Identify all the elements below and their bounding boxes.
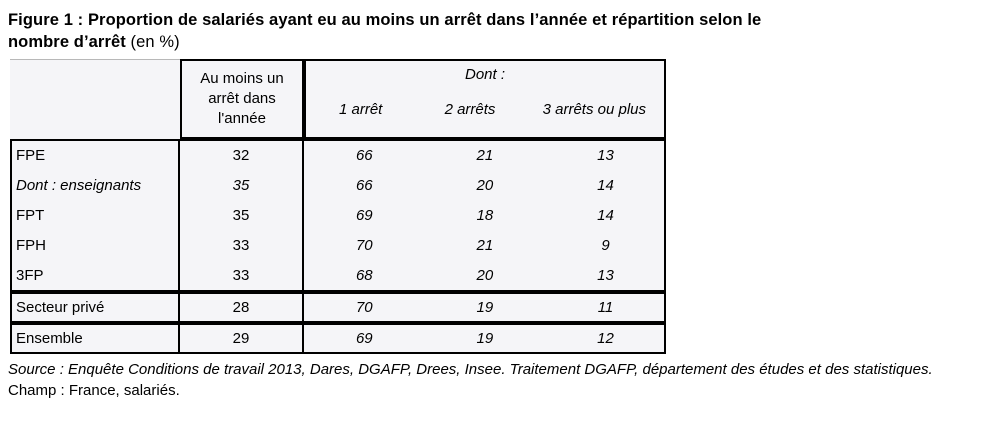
row-label: FPH [12, 230, 180, 261]
table-row-secteur-prive-block: Secteur privé 28 70 19 11 [10, 291, 666, 323]
value-1-arret: 70 [355, 236, 373, 254]
value-au-moins: 33 [180, 230, 304, 261]
row-label: FPT [12, 200, 180, 231]
value-1-arret: 66 [355, 147, 373, 165]
source-note: Source : Enquête Conditions de travail 2… [8, 360, 933, 378]
figure-title: Figure 1 : Proportion de salariés ayant … [8, 9, 998, 53]
header-au-moins-un-arret: Au moins un arrêt dans l'année [180, 59, 304, 139]
table-row-ensemble: Ensemble 29 69 19 12 [12, 324, 664, 352]
value-3-arrets: 12 [597, 329, 614, 347]
table-row-fpe: FPE 32 66 21 13 [12, 141, 664, 171]
header-subcolumns: 1 arrêt 2 arrêts 3 arrêts ou plus [306, 86, 664, 137]
figure-title-line2-bold: nombre d’arrêt [8, 33, 126, 51]
value-3-arrets: 9 [601, 236, 610, 254]
value-1-arret: 66 [355, 177, 373, 195]
value-2-arrets: 18 [476, 206, 494, 224]
table-row-fph: FPH 33 70 21 9 [12, 230, 664, 261]
value-2-arrets: 21 [476, 147, 494, 165]
value-2-arrets: 20 [476, 177, 494, 195]
value-au-moins: 28 [180, 293, 304, 321]
header-3-arrets-ou-plus: 3 arrêts ou plus [542, 101, 647, 118]
table-body-block: FPE 32 66 21 13 Dont : enseignants 35 66… [10, 139, 666, 292]
header-1-arret: 1 arrêt [338, 101, 383, 118]
value-au-moins: 35 [180, 200, 304, 231]
value-3-arrets: 14 [597, 206, 614, 224]
value-1-arret: 69 [355, 329, 373, 347]
value-au-moins: 32 [180, 141, 304, 171]
value-au-moins: 35 [180, 170, 304, 201]
table-row-fpt: FPT 35 69 18 14 [12, 200, 664, 231]
row-label: Secteur privé [12, 293, 180, 321]
header-dont-label: Dont : [464, 66, 506, 83]
value-2-arrets: 20 [476, 266, 494, 284]
header-dont-group: Dont : 1 arrêt 2 arrêts 3 arrêts ou plus [304, 59, 666, 139]
table-row-secteur-prive: Secteur privé 28 70 19 11 [12, 293, 664, 321]
row-label: Ensemble [12, 324, 180, 352]
value-3-arrets: 13 [597, 147, 614, 165]
data-table: Au moins un arrêt dans l'année Dont : 1 … [10, 59, 666, 354]
value-1-arret: 68 [355, 266, 373, 284]
table-row-3fp: 3FP 33 68 20 13 [12, 260, 664, 290]
value-au-moins: 29 [180, 324, 304, 352]
value-2-arrets: 19 [476, 298, 494, 316]
value-2-arrets: 19 [476, 329, 494, 347]
header-2-arrets: 2 arrêts [444, 101, 496, 118]
table-header-row: Au moins un arrêt dans l'année Dont : 1 … [10, 59, 666, 139]
champ-note: Champ : France, salariés. [8, 381, 180, 399]
table-row-dont-enseignants: Dont : enseignants 35 66 20 14 [12, 170, 664, 201]
figure-title-unit: (en %) [125, 33, 180, 51]
value-3-arrets: 14 [597, 177, 614, 195]
row-label: 3FP [12, 260, 180, 290]
value-au-moins: 33 [180, 260, 304, 290]
value-2-arrets: 21 [476, 236, 494, 254]
table-row-ensemble-block: Ensemble 29 69 19 12 [10, 322, 666, 354]
value-3-arrets: 13 [597, 266, 614, 284]
header-empty-cell [10, 59, 180, 139]
row-label: Dont : enseignants [12, 170, 180, 201]
row-label: FPE [12, 141, 180, 171]
value-1-arret: 69 [355, 206, 373, 224]
value-1-arret: 70 [355, 298, 373, 316]
figure-title-line1: Figure 1 : Proportion de salariés ayant … [8, 11, 762, 29]
value-3-arrets: 11 [597, 298, 614, 316]
